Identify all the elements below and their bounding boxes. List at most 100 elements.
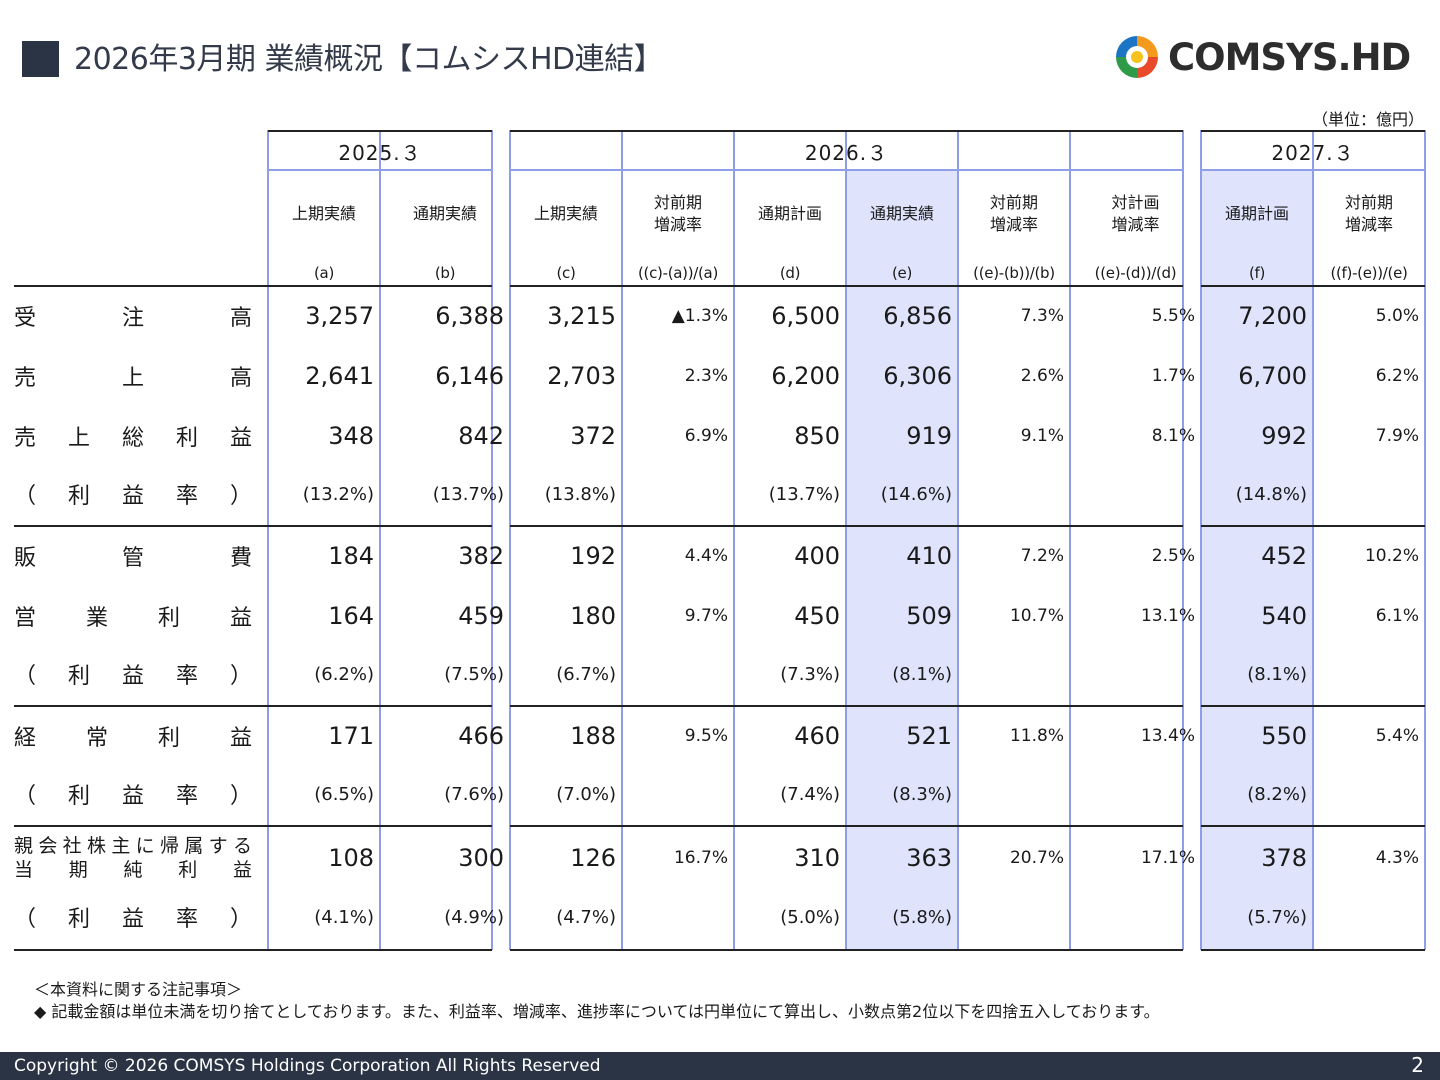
row-label-char: ） <box>229 784 252 809</box>
table-cell: (7.4%) <box>780 784 840 805</box>
row-label: 受注高 <box>14 300 252 332</box>
table-cell: 6.1% <box>1375 606 1419 626</box>
top-rule <box>510 130 1183 132</box>
row-label-char: 率 <box>175 484 198 509</box>
column-header: 対計画 増減率 <box>1070 192 1201 236</box>
row-label-char: 益 <box>229 426 252 451</box>
column-header: 上期実績 <box>268 203 380 225</box>
table-cell: 466 <box>458 722 504 750</box>
table-cell: 5.0% <box>1375 306 1419 326</box>
table-cell: 521 <box>906 722 952 750</box>
table-cell: 7.2% <box>1020 546 1064 566</box>
row-label-char: 益 <box>232 859 252 881</box>
section-rule <box>1201 949 1425 951</box>
table-cell: 992 <box>1261 422 1307 450</box>
column-header-line: 通期実績 <box>412 204 477 223</box>
row-label-char: 常 <box>85 726 108 751</box>
logo-text: COMSYS.HD <box>1168 35 1411 79</box>
row-label-char: ） <box>229 484 252 509</box>
table-cell: 9.5% <box>684 726 728 746</box>
row-label-char: 総 <box>121 426 144 451</box>
highlight-column <box>846 169 958 950</box>
column-subheader: ((f)-(e))/(e) <box>1330 264 1408 282</box>
table-cell: 410 <box>906 542 952 570</box>
table-cell: 540 <box>1261 602 1307 630</box>
table-cell: 6.2% <box>1375 366 1419 386</box>
row-label-char: 受 <box>14 306 37 331</box>
table-cell: 13.1% <box>1140 606 1195 626</box>
column-header-line: 増減率 <box>1111 215 1160 234</box>
row-label-char: 会 <box>38 835 58 857</box>
table-cell: 171 <box>328 722 374 750</box>
table-cell: (4.9%) <box>444 907 504 928</box>
table-cell: 550 <box>1261 722 1307 750</box>
column-header: 対前期 増減率 <box>958 192 1070 236</box>
table-cell: 126 <box>570 844 616 872</box>
row-label-char: 売 <box>14 366 37 391</box>
row-label: （ 利 益 率 ） <box>14 658 252 690</box>
row-label-char: 親 <box>14 835 34 857</box>
table-cell: 20.7% <box>1009 848 1064 868</box>
table-cell: 452 <box>1261 542 1307 570</box>
column-header: 上期実績 <box>510 203 622 225</box>
table-cell: (5.0%) <box>780 907 840 928</box>
section-rule <box>14 949 492 951</box>
table-cell: 192 <box>570 542 616 570</box>
column-subheader: ((e)-(b))/(b) <box>973 264 1055 282</box>
unit-label: （単位：億円） <box>1311 110 1424 129</box>
column-subheader: (a) <box>314 264 334 282</box>
table-cell: 919 <box>906 422 952 450</box>
row-label-char: 率 <box>175 907 198 932</box>
column-subheader: (f) <box>1248 264 1266 282</box>
section-rule <box>1201 705 1425 707</box>
row-label: 売上高 <box>14 360 252 392</box>
column-header-line: 対前期 <box>653 193 702 212</box>
column-header-line: 通期計画 <box>1224 204 1289 223</box>
table-cell: 5.4% <box>1375 726 1419 746</box>
column-header: 通期実績 <box>380 203 510 225</box>
table-cell: 6.9% <box>684 426 728 446</box>
column-header-line: 通期計画 <box>757 204 822 223</box>
vertical-grid-line <box>491 130 493 950</box>
row-label-char: （ <box>14 484 37 509</box>
column-subheader: (d) <box>779 264 801 282</box>
row-label-char: 社 <box>62 835 82 857</box>
table-cell: 9.1% <box>1020 426 1064 446</box>
notes-heading: ＜本資料に関する注記事項＞ <box>34 980 243 999</box>
row-label: （ 利 益 率 ） <box>14 901 252 933</box>
row-label-char: 営 <box>14 606 37 631</box>
table-cell: 10.2% <box>1364 546 1419 566</box>
table-cell: (5.7%) <box>1247 907 1307 928</box>
table-cell: (14.6%) <box>880 484 952 505</box>
table-cell: (8.1%) <box>1247 664 1307 685</box>
notes-item: ◆ 記載金額は単位未満を切り捨てとしております。また、利益率、増減率、進捗率につ… <box>34 1002 1160 1021</box>
row-label: 経常利益 <box>14 720 252 752</box>
table-cell: 300 <box>458 844 504 872</box>
table-cell: 509 <box>906 602 952 630</box>
vertical-grid-line <box>845 130 847 950</box>
table-cell: 7.3% <box>1020 306 1064 326</box>
column-header: 対前期 増減率 <box>622 192 734 236</box>
year-header: 2026.３ <box>804 141 889 165</box>
table-cell: 188 <box>570 722 616 750</box>
table-cell: (4.1%) <box>314 907 374 928</box>
page-number: 2 <box>1411 1053 1424 1077</box>
table-cell: 184 <box>328 542 374 570</box>
table-cell: 6,856 <box>883 302 952 330</box>
table-cell: (6.7%) <box>556 664 616 685</box>
column-header-line: 上期実績 <box>533 204 598 223</box>
vertical-grid-line <box>1182 130 1184 950</box>
row-label-char: 率 <box>175 784 198 809</box>
row-label-char: 利 <box>67 484 90 509</box>
row-label-char: 益 <box>121 907 144 932</box>
table-cell: (6.2%) <box>314 664 374 685</box>
row-label-char: 利 <box>67 664 90 689</box>
table-cell: 460 <box>794 722 840 750</box>
column-header-line: 対前期 <box>1344 193 1393 212</box>
table-cell: 3,215 <box>547 302 616 330</box>
table-cell: 310 <box>794 844 840 872</box>
table-cell: 5.5% <box>1151 306 1195 326</box>
table-cell: 13.4% <box>1140 726 1195 746</box>
row-label-char: （ <box>14 784 37 809</box>
table-cell: 6,700 <box>1238 362 1307 390</box>
